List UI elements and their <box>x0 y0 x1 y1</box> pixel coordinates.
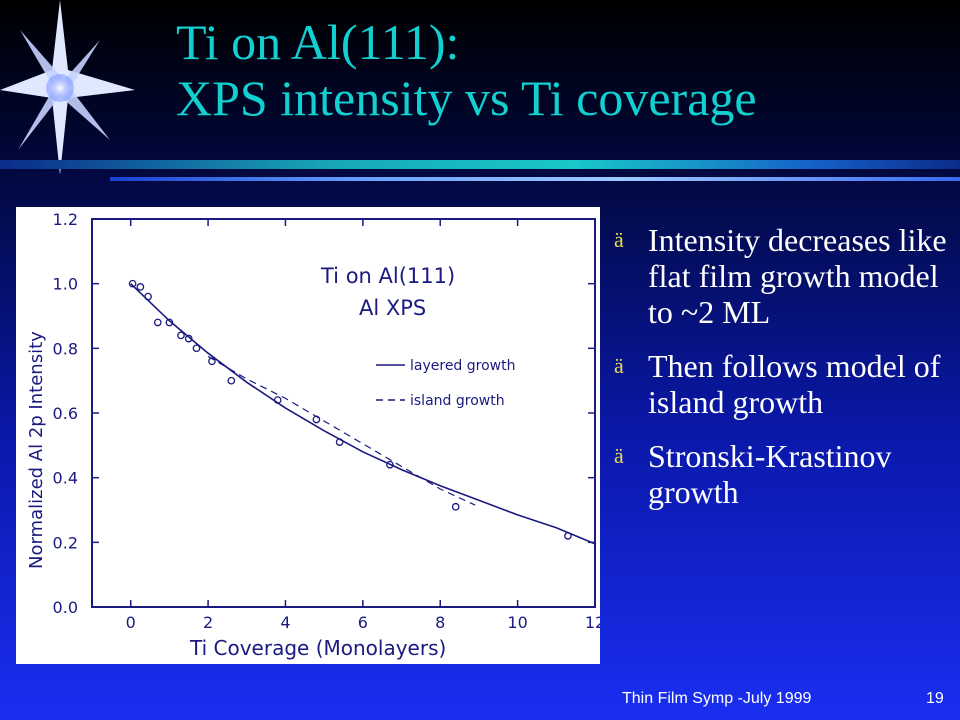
x-tick-label: 12 <box>585 613 600 632</box>
slide-title: Ti on Al(111): XPS intensity vs Ti cover… <box>176 14 757 126</box>
x-tick-label: 8 <box>435 613 445 632</box>
x-tick-label: 2 <box>203 613 213 632</box>
bullet-list: ä Intensity decreases like flat film gro… <box>612 222 952 528</box>
y-tick-label: 1.0 <box>53 275 78 294</box>
bullet-item-2: ä Then follows model of island growth <box>612 348 952 420</box>
bullet-item-1: ä Intensity decreases like flat film gro… <box>612 222 952 330</box>
star-burst-logo <box>0 0 135 175</box>
y-tick-label: 0.8 <box>53 339 78 358</box>
data-point <box>136 283 145 291</box>
y-tick-label: 0.6 <box>53 404 78 423</box>
bullet-text-3: Stronski-Krastinov growth <box>648 438 892 510</box>
data-point <box>153 318 162 327</box>
legend-label-island: island growth <box>410 393 505 409</box>
x-tick-label: 10 <box>507 613 527 632</box>
star-core <box>46 74 74 102</box>
y-axis-label: Normalized Al 2p Intensity <box>26 331 47 569</box>
data-point <box>128 279 137 288</box>
x-tick-label: 4 <box>280 613 290 632</box>
slide-number: 19 <box>926 690 944 707</box>
y-tick-label: 1.2 <box>53 210 78 229</box>
y-tick-label: 0.4 <box>53 469 78 488</box>
x-axis-label: Ti Coverage (Monolayers) <box>189 636 446 660</box>
bullet-item-3: ä Stronski-Krastinov growth <box>612 438 952 510</box>
x-tick-label: 0 <box>126 613 136 632</box>
legend: layered growth island growth <box>376 358 515 409</box>
xps-chart: 0 2 4 6 8 10 12 0.0 0.2 0.4 0.6 0.8 1.0 1.2 Ti on Al(… <box>26 210 600 660</box>
data-point <box>192 344 201 353</box>
chart-panel: 0 2 4 6 8 10 12 0.0 0.2 0.4 0.6 0.8 1.0 1.2 Ti on Al(… <box>16 207 600 664</box>
layered-growth-curve <box>130 283 596 545</box>
data-point <box>386 460 394 469</box>
data-point <box>177 331 185 340</box>
chart-title: Ti on Al(111) <box>320 264 455 288</box>
slide-title-line-1: Ti on Al(111): <box>176 14 460 70</box>
data-point <box>227 376 236 385</box>
bullet-text-1: Intensity decreases like flat film growt… <box>648 222 947 330</box>
title-divider <box>0 160 960 186</box>
chart-subtitle: Al XPS <box>359 296 426 320</box>
bullet-arrow-icon: ä <box>614 227 624 252</box>
data-point <box>451 502 460 511</box>
bullet-arrow-icon: ä <box>614 443 624 468</box>
y-tick-label: 0.0 <box>53 598 78 617</box>
bullet-arrow-icon: ä <box>614 353 624 378</box>
bullet-text-2: Then follows model of island growth <box>648 348 941 420</box>
footer-text: Thin Film Symp -July 1999 <box>622 690 812 707</box>
slide-title-line-2: XPS intensity vs Ti coverage <box>176 70 757 126</box>
divider-bar-top <box>0 160 960 169</box>
y-tick-label: 0.2 <box>53 533 78 552</box>
divider-bar-bottom <box>110 177 960 181</box>
x-tick-label: 6 <box>358 613 368 632</box>
legend-label-layered: layered growth <box>410 358 515 374</box>
island-growth-curve <box>207 355 476 506</box>
